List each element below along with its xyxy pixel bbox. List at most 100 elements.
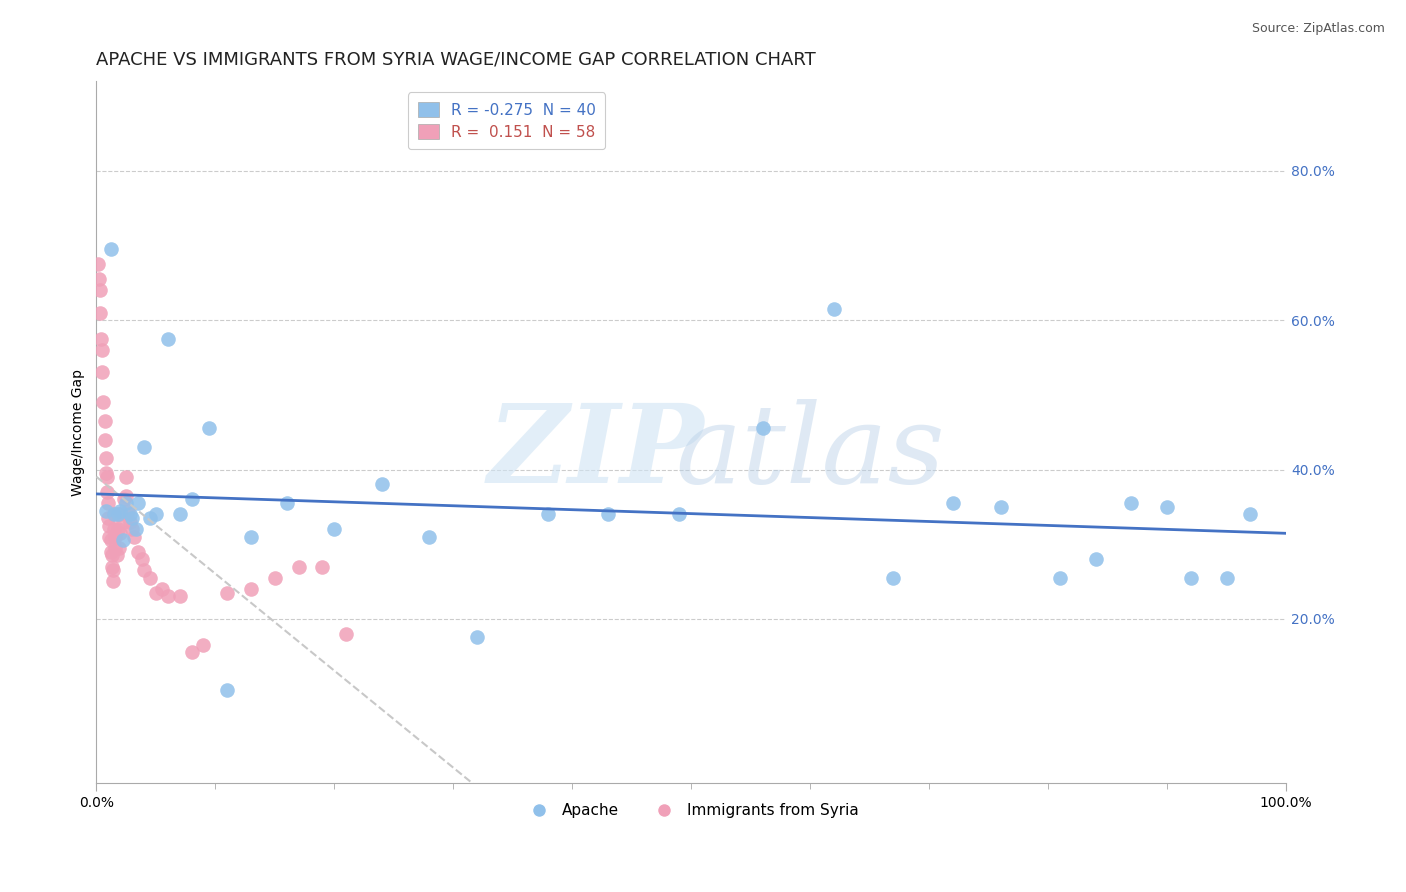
Point — [86, 257, 108, 271]
Point — [1121, 496, 1143, 510]
Point — [198, 421, 221, 435]
Point — [94, 503, 117, 517]
Point — [103, 508, 125, 522]
Point — [127, 544, 149, 558]
Point — [97, 496, 120, 510]
Point — [94, 467, 117, 481]
Point — [101, 559, 124, 574]
Text: Source: ZipAtlas.com: Source: ZipAtlas.com — [1251, 22, 1385, 36]
Point — [127, 496, 149, 510]
Point — [121, 511, 143, 525]
Text: ZIP: ZIP — [488, 400, 704, 507]
Legend: Apache, Immigrants from Syria: Apache, Immigrants from Syria — [517, 797, 865, 824]
Point — [115, 470, 138, 484]
Point — [94, 451, 117, 466]
Point — [217, 585, 239, 599]
Point — [145, 508, 167, 522]
Point — [100, 544, 122, 558]
Point — [103, 508, 125, 522]
Point — [104, 541, 127, 555]
Point — [100, 533, 122, 548]
Point — [132, 440, 155, 454]
Point — [101, 563, 124, 577]
Point — [145, 585, 167, 599]
Point — [1084, 552, 1107, 566]
Point — [751, 421, 773, 435]
Point — [823, 301, 845, 316]
Point — [311, 559, 333, 574]
Point — [108, 503, 131, 517]
Point — [180, 492, 202, 507]
Point — [371, 477, 394, 491]
Point — [139, 571, 162, 585]
Point — [103, 522, 125, 536]
Text: APACHE VS IMMIGRANTS FROM SYRIA WAGE/INCOME GAP CORRELATION CHART: APACHE VS IMMIGRANTS FROM SYRIA WAGE/INC… — [97, 51, 815, 69]
Point — [87, 272, 110, 286]
Point — [108, 508, 131, 522]
Point — [107, 508, 129, 522]
Point — [104, 530, 127, 544]
Point — [465, 631, 488, 645]
Point — [124, 530, 146, 544]
Point — [1239, 508, 1261, 522]
Point — [105, 549, 128, 563]
Point — [537, 508, 560, 522]
Point — [668, 508, 690, 522]
Point — [990, 500, 1012, 514]
Point — [180, 645, 202, 659]
Point — [131, 552, 153, 566]
Point — [1180, 571, 1202, 585]
Point — [193, 638, 215, 652]
Point — [98, 530, 121, 544]
Point — [108, 541, 131, 555]
Point — [882, 571, 904, 585]
Point — [93, 414, 115, 428]
Point — [263, 571, 285, 585]
Point — [132, 563, 155, 577]
Point — [418, 530, 440, 544]
Point — [98, 518, 121, 533]
Point — [101, 574, 124, 589]
Point — [169, 590, 191, 604]
Point — [107, 508, 129, 522]
Point — [124, 522, 146, 536]
Point — [89, 284, 111, 298]
Point — [217, 682, 239, 697]
Point — [108, 525, 131, 540]
Point — [1049, 571, 1071, 585]
Point — [169, 508, 191, 522]
Point — [1215, 571, 1237, 585]
Point — [93, 395, 115, 409]
Point — [90, 332, 112, 346]
Y-axis label: Wage/Income Gap: Wage/Income Gap — [72, 368, 86, 496]
Point — [323, 522, 346, 536]
Point — [89, 306, 111, 320]
Point — [107, 522, 129, 536]
Point — [97, 511, 120, 525]
Point — [96, 484, 118, 499]
Point — [93, 433, 115, 447]
Point — [287, 559, 309, 574]
Text: atlas: atlas — [675, 400, 945, 507]
Point — [112, 492, 135, 507]
Point — [156, 590, 179, 604]
Point — [111, 515, 134, 529]
Point — [942, 496, 965, 510]
Point — [139, 511, 162, 525]
Point — [150, 582, 173, 596]
Point — [100, 242, 122, 256]
Point — [118, 515, 141, 529]
Point — [121, 522, 143, 536]
Point — [101, 549, 124, 563]
Point — [240, 582, 263, 596]
Point — [156, 332, 179, 346]
Point — [240, 530, 263, 544]
Point — [117, 503, 139, 517]
Point — [115, 489, 138, 503]
Point — [596, 508, 619, 522]
Point — [91, 366, 114, 380]
Point — [115, 496, 138, 510]
Point — [96, 470, 118, 484]
Point — [118, 508, 141, 522]
Point — [91, 343, 114, 357]
